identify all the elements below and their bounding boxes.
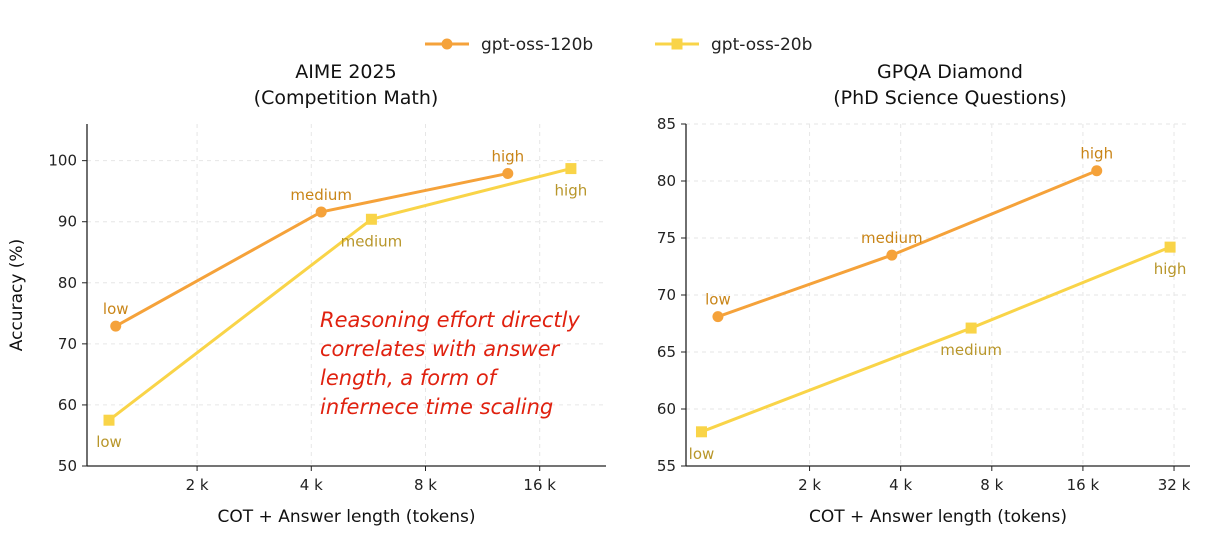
y-tick-label: 80 bbox=[58, 274, 77, 292]
x-axis-label: COT + Answer length (tokens) bbox=[218, 507, 476, 527]
legend-marker bbox=[671, 38, 683, 50]
data-label: medium bbox=[290, 186, 352, 204]
data-point bbox=[1091, 165, 1103, 177]
data-point bbox=[712, 311, 724, 323]
y-tick-label: 75 bbox=[657, 229, 676, 247]
chart-title: AIME 2025 bbox=[295, 61, 396, 83]
y-tick-label: 85 bbox=[657, 115, 676, 133]
chart-title: GPQA Diamond bbox=[877, 61, 1023, 83]
y-tick-label: 65 bbox=[657, 343, 676, 361]
data-label: high bbox=[1080, 145, 1113, 163]
data-label: low bbox=[103, 300, 129, 318]
x-tick-label: 2 k bbox=[798, 476, 821, 494]
y-tick-label: 80 bbox=[657, 172, 676, 190]
data-label: low bbox=[705, 291, 731, 309]
x-tick-label: 16 k bbox=[523, 476, 556, 494]
legend-item-gpt-oss-120b: gpt-oss-120b bbox=[425, 35, 593, 55]
data-point bbox=[965, 322, 977, 334]
data-label: medium bbox=[341, 232, 403, 250]
data-point bbox=[565, 163, 577, 175]
y-tick-label: 55 bbox=[657, 457, 676, 475]
legend-label: gpt-oss-120b bbox=[481, 35, 593, 55]
x-tick-label: 16 k bbox=[1067, 476, 1100, 494]
series-gpt-oss-120b: low medium high bbox=[103, 147, 524, 332]
data-point bbox=[695, 426, 707, 438]
data-label: low bbox=[689, 445, 715, 463]
data-point bbox=[1164, 241, 1176, 253]
data-label: medium bbox=[861, 229, 923, 247]
y-tick-label: 100 bbox=[48, 152, 77, 170]
annotation-text: Reasoning effort directly correlates wit… bbox=[320, 308, 580, 419]
chart-gpqa-diamond: 2 k 4 k 8 k 16 k 32 k 55 60 65 70 75 80 85 GPQA Diam… bbox=[657, 61, 1191, 527]
x-tick-label: 4 k bbox=[300, 476, 323, 494]
data-point bbox=[502, 167, 514, 179]
data-point bbox=[315, 206, 327, 218]
series-gpt-oss-20b: low medium high bbox=[96, 163, 587, 451]
x-axis-label: COT + Answer length (tokens) bbox=[809, 507, 1067, 527]
x-tick-label: 2 k bbox=[186, 476, 209, 494]
legend-item-gpt-oss-20b: gpt-oss-20b bbox=[655, 35, 812, 55]
data-label: high bbox=[555, 182, 588, 200]
chart-subtitle: (Competition Math) bbox=[254, 87, 439, 109]
data-label: high bbox=[491, 147, 524, 165]
data-label: high bbox=[1154, 260, 1187, 278]
y-tick-label: 50 bbox=[58, 457, 77, 475]
data-label: low bbox=[96, 433, 122, 451]
legend: gpt-oss-120b gpt-oss-20b bbox=[425, 35, 812, 55]
x-tick-label: 8 k bbox=[414, 476, 437, 494]
x-tick-label: 8 k bbox=[980, 476, 1003, 494]
y-tick-label: 60 bbox=[657, 400, 676, 418]
data-label: medium bbox=[940, 341, 1002, 359]
series-gpt-oss-120b: low medium high bbox=[705, 145, 1113, 323]
x-tick-label: 4 k bbox=[889, 476, 912, 494]
series-gpt-oss-20b: low medium high bbox=[689, 241, 1187, 463]
y-tick-label: 70 bbox=[657, 286, 676, 304]
legend-marker bbox=[441, 38, 453, 50]
data-point bbox=[886, 249, 898, 261]
y-tick-label: 60 bbox=[58, 396, 77, 414]
x-tick-label: 32 k bbox=[1158, 476, 1191, 494]
y-axis-label: Accuracy (%) bbox=[7, 239, 27, 351]
y-tick-label: 90 bbox=[58, 213, 77, 231]
legend-label: gpt-oss-20b bbox=[711, 35, 812, 55]
chart-subtitle: (PhD Science Questions) bbox=[833, 87, 1067, 109]
data-point bbox=[110, 320, 122, 332]
chart-aime-2025: 2 k 4 k 8 k 16 k 50 60 70 80 90 100 AIME 2025 (Comp… bbox=[7, 61, 606, 527]
series-line bbox=[700, 245, 1171, 434]
y-tick-label: 70 bbox=[58, 335, 77, 353]
data-point bbox=[365, 213, 377, 225]
data-point bbox=[103, 414, 115, 426]
